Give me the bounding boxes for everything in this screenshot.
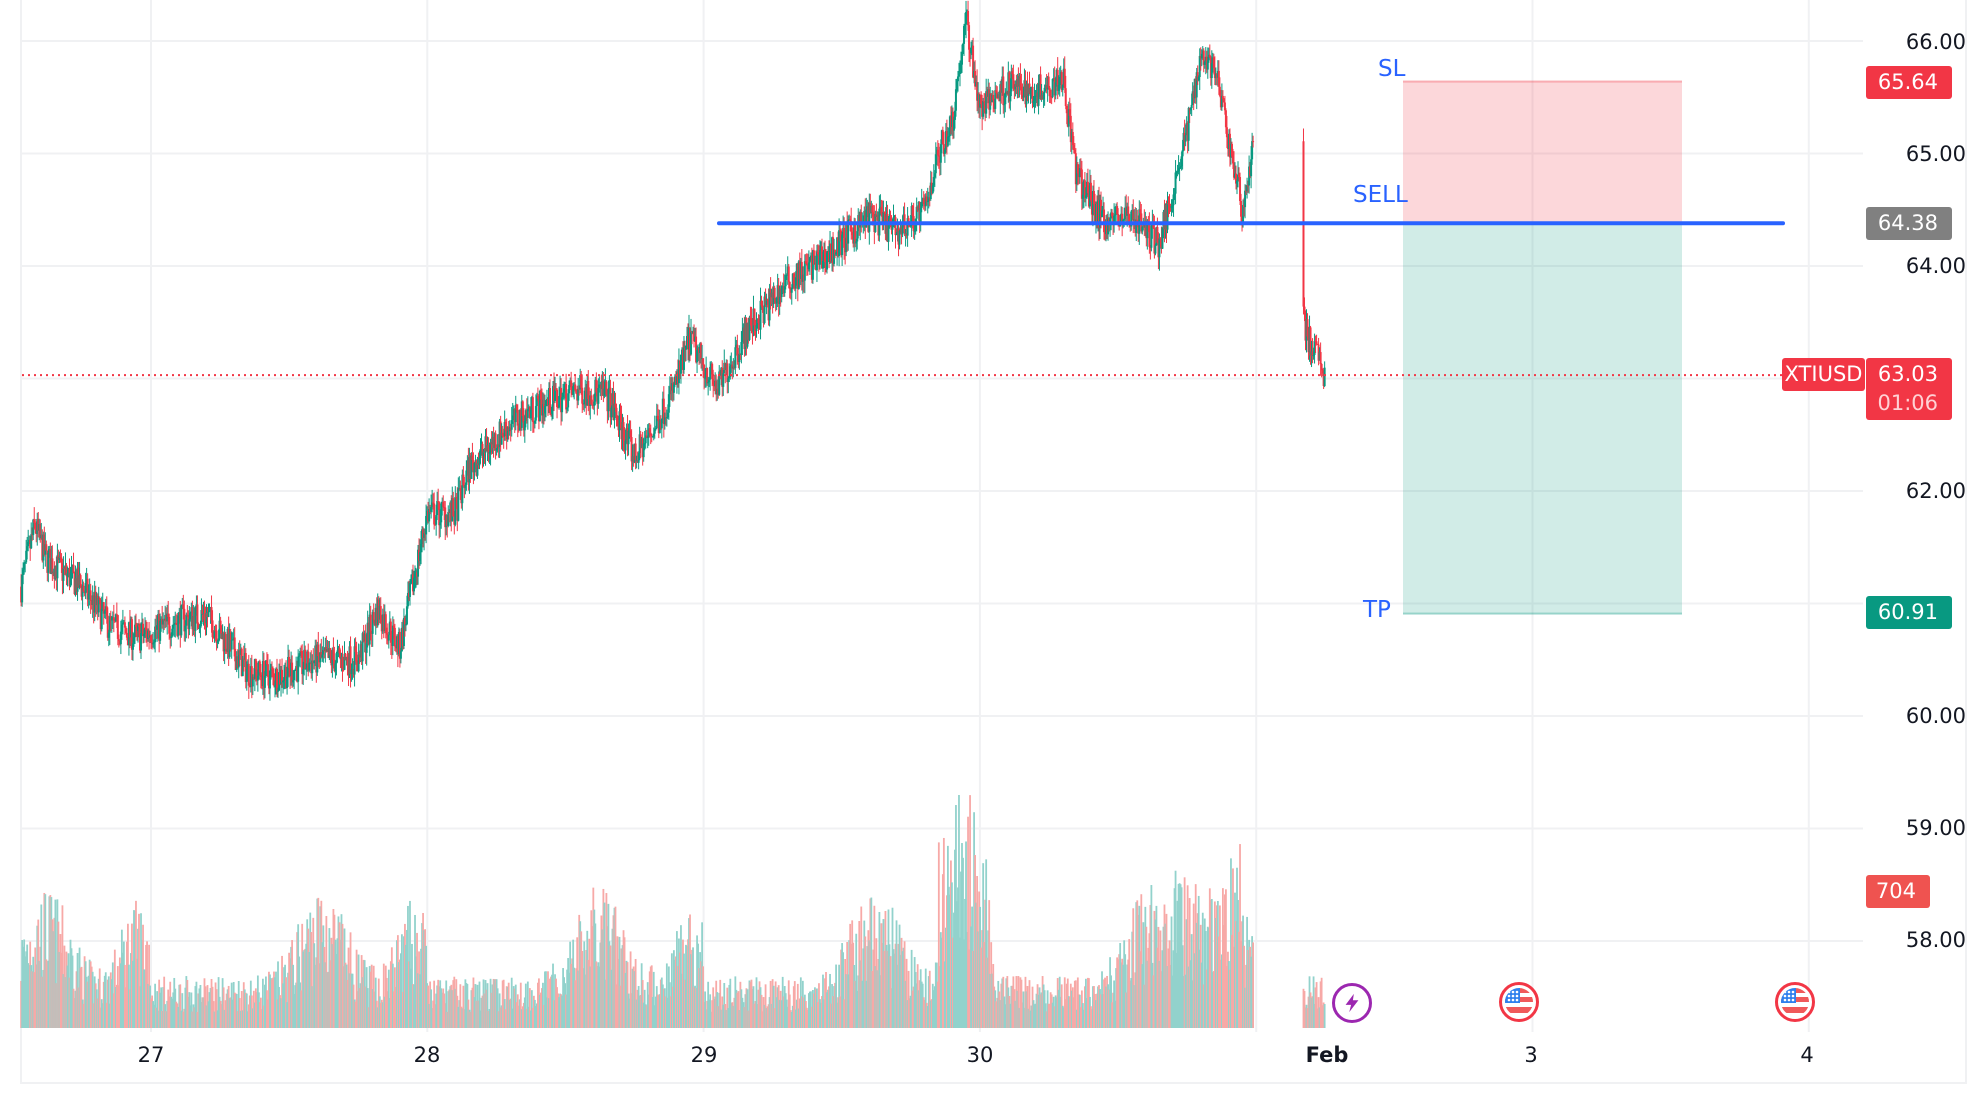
take-profit-zone[interactable]: [1403, 223, 1682, 614]
bar-countdown: 01:06: [1877, 391, 1938, 415]
price-tick: 60.00: [1905, 704, 1966, 728]
grid-lines: [22, 0, 1863, 1032]
position-zones[interactable]: [1403, 80, 1682, 615]
price-tick: 66.00: [1905, 30, 1966, 54]
price-tick: 65.00: [1905, 142, 1966, 166]
date-tick: 29: [690, 1043, 718, 1067]
tp-label: TP: [1363, 597, 1391, 623]
volume-value-badge: 704: [1866, 875, 1930, 908]
stop-loss-zone[interactable]: [1403, 81, 1682, 224]
take-profit-price-badge: 60.91: [1866, 596, 1952, 629]
price-tick: 58.00: [1905, 928, 1966, 952]
lightning-icon: [1345, 993, 1359, 1013]
date-tick: 28: [413, 1043, 441, 1067]
price-candles: [20, 0, 1326, 701]
chart-frame: [20, 0, 1967, 1084]
date-tick: 30: [966, 1043, 994, 1067]
price-tick: 64.00: [1905, 254, 1966, 278]
lightning-event-icon[interactable]: [1332, 983, 1372, 1023]
us-flag-icon: [1505, 988, 1533, 1016]
us-flag-event-icon[interactable]: [1775, 982, 1815, 1022]
volume-bars: [20, 794, 1326, 1028]
sl-label: SL: [1378, 56, 1406, 82]
current-price-value: 63.03: [1877, 362, 1938, 386]
date-tick: 27: [137, 1043, 165, 1067]
symbol-badge: XTIUSD: [1782, 358, 1865, 391]
entry-price-badge: 64.38: [1866, 207, 1952, 240]
price-tick: 59.00: [1905, 816, 1966, 840]
price-tick: 62.00: [1905, 479, 1966, 503]
stop-loss-price-badge: 65.64: [1866, 66, 1952, 99]
date-tick: 3: [1524, 1043, 1538, 1067]
sell-label: SELL: [1353, 182, 1408, 208]
us-flag-icon: [1781, 988, 1809, 1016]
date-tick: 4: [1800, 1043, 1814, 1067]
us-flag-event-icon[interactable]: [1499, 982, 1539, 1022]
current-price-badge: 63.03 01:06: [1866, 358, 1952, 420]
date-tick-month: Feb: [1305, 1043, 1349, 1067]
